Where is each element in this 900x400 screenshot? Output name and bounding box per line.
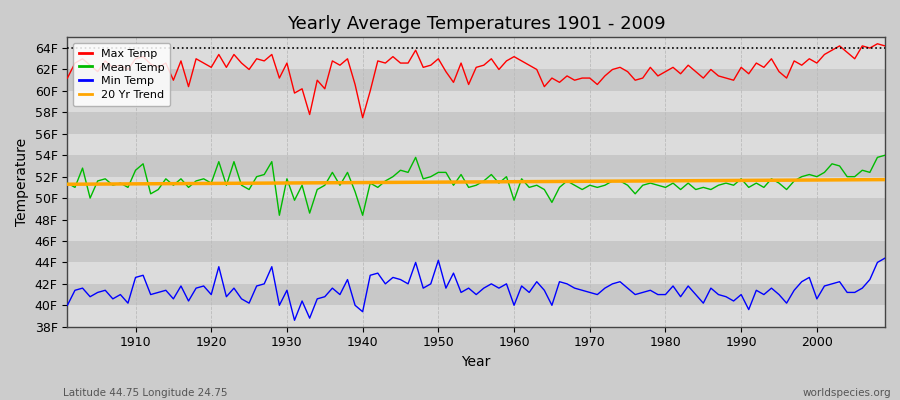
Bar xyxy=(68,177,885,198)
Bar xyxy=(68,262,885,284)
Bar xyxy=(68,112,885,134)
Bar xyxy=(68,91,885,112)
Bar xyxy=(68,198,885,220)
Bar xyxy=(68,134,885,155)
Bar xyxy=(68,241,885,262)
Bar xyxy=(68,48,885,70)
Y-axis label: Temperature: Temperature xyxy=(15,138,29,226)
Bar xyxy=(68,220,885,241)
Legend: Max Temp, Mean Temp, Min Temp, 20 Yr Trend: Max Temp, Mean Temp, Min Temp, 20 Yr Tre… xyxy=(73,43,170,106)
X-axis label: Year: Year xyxy=(462,355,490,369)
Text: worldspecies.org: worldspecies.org xyxy=(803,388,891,398)
Bar xyxy=(68,305,885,327)
Title: Yearly Average Temperatures 1901 - 2009: Yearly Average Temperatures 1901 - 2009 xyxy=(287,15,665,33)
Bar xyxy=(68,70,885,91)
Bar xyxy=(68,155,885,177)
Bar xyxy=(68,284,885,305)
Text: Latitude 44.75 Longitude 24.75: Latitude 44.75 Longitude 24.75 xyxy=(63,388,228,398)
